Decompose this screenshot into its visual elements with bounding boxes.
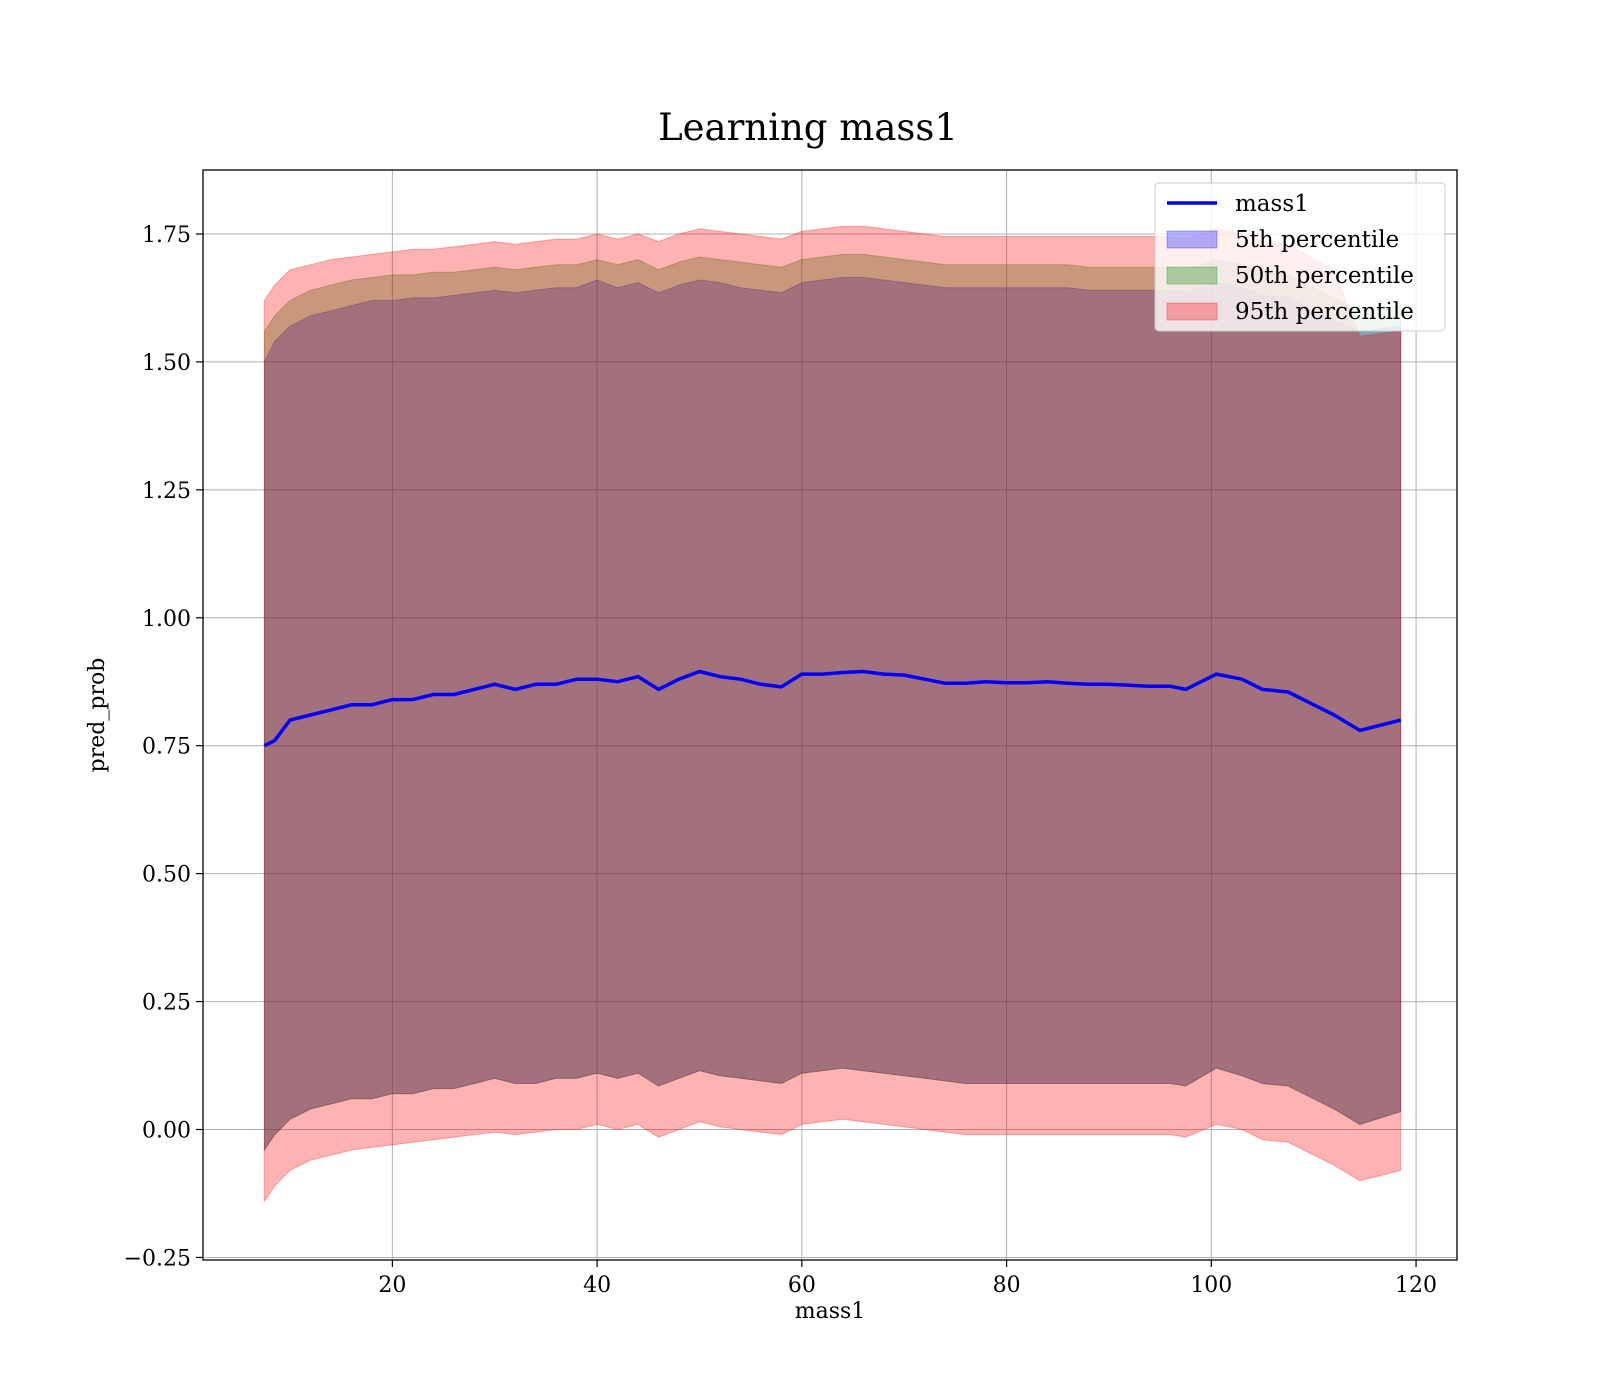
y-tick-label: 1.25 — [142, 479, 191, 504]
y-axis-label: pred_prob — [85, 658, 110, 773]
y-tick-label: 0.75 — [142, 735, 191, 760]
x-tick-label: 20 — [378, 1273, 406, 1298]
legend-swatch-5th-percentile — [1166, 230, 1218, 249]
y-tick-label: −0.25 — [124, 1246, 191, 1271]
y-tick-label: 0.50 — [142, 863, 191, 888]
grid — [203, 170, 1457, 1260]
plot-frame — [202, 169, 1458, 1261]
legend: mass1 5th percentile 50th percentile 95th p… — [1154, 182, 1446, 332]
line-mass1 — [263, 669, 1402, 748]
x-tick-label: 100 — [1190, 1273, 1232, 1298]
x-tick-label: 120 — [1395, 1273, 1437, 1298]
legend-swatch-50th-percentile — [1166, 266, 1218, 285]
percentile-bands — [263, 225, 1402, 1203]
x-axis-label: mass1 — [795, 1299, 866, 1324]
legend-box — [1154, 182, 1446, 332]
legend-label-5th-percentile: 5th percentile — [1235, 227, 1399, 253]
y-tick-label: 1.00 — [142, 607, 191, 632]
x-tick-label: 40 — [583, 1273, 611, 1298]
band-50th-percentile — [263, 253, 1402, 1152]
band-5th-percentile — [263, 277, 1402, 1152]
x-tick-label: 60 — [788, 1273, 816, 1298]
x-tick-label: 80 — [993, 1273, 1021, 1298]
series-lines — [263, 669, 1402, 748]
y-tick-label: 0.00 — [142, 1119, 191, 1144]
legend-swatch-95th-percentile — [1166, 302, 1218, 321]
axis-ticks: 20 40 60 80 100 120 −0.25 0.00 0.25 0.50 0.75 1.00 1… — [124, 223, 1437, 1298]
y-tick-label: 1.75 — [142, 223, 191, 248]
legend-label-50th-percentile: 50th percentile — [1235, 263, 1414, 289]
chart-title: Learning mass1 — [658, 106, 958, 149]
legend-label-95th-percentile: 95th percentile — [1235, 299, 1414, 325]
y-tick-label: 0.25 — [142, 991, 191, 1016]
legend-label-mass1: mass1 — [1235, 191, 1309, 217]
y-tick-label: 1.50 — [142, 351, 191, 376]
band-95th-percentile — [263, 225, 1402, 1203]
